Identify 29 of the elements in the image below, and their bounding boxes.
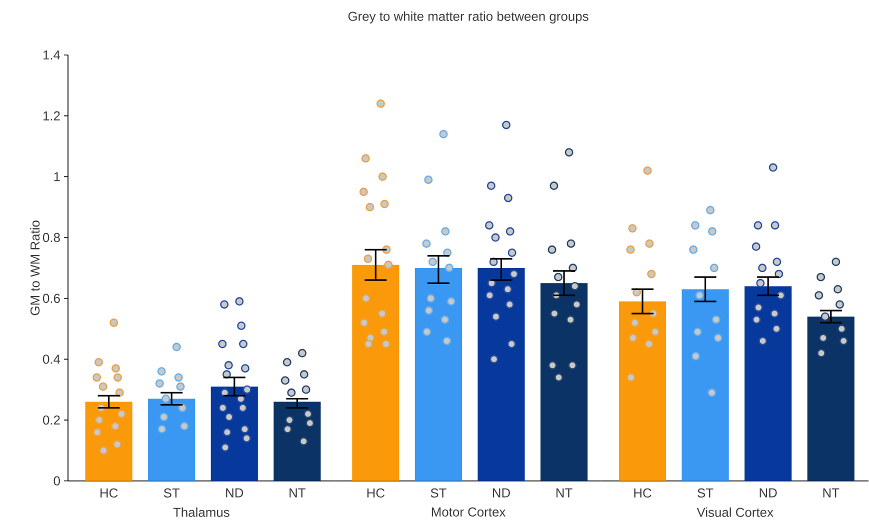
x-tick-label: HC <box>634 488 652 498</box>
bar <box>618 301 666 481</box>
bar <box>682 289 729 481</box>
y-tick-label: 0.8 <box>42 232 60 242</box>
y-tick-label: 1 <box>54 172 60 182</box>
bar <box>744 286 792 481</box>
x-tick-label: HC <box>100 488 118 498</box>
x-tick-label: ND <box>226 488 244 498</box>
y-tick-label: 1.4 <box>43 50 60 60</box>
x-tick-label: ND <box>760 488 777 498</box>
x-axis-title: Visual Cortex <box>696 507 774 517</box>
x-tick-label: ST <box>698 488 714 498</box>
y-tick-label: 1.2 <box>43 111 60 120</box>
x-axis-title: Motor Cortex <box>432 507 506 517</box>
y-tick-label: 0.4 <box>42 354 60 364</box>
x-tick-label: ND <box>492 488 510 498</box>
y-tick-label: 0.2 <box>42 416 60 425</box>
y-tick-label: 0 <box>54 476 60 486</box>
x-tick-label: NT <box>556 488 572 498</box>
y-tick-label: 0.6 <box>42 294 60 303</box>
x-tick-label: ST <box>430 488 446 498</box>
x-tick-label: ST <box>164 488 180 498</box>
bar <box>807 316 854 481</box>
x-tick-label: HC <box>367 488 385 498</box>
x-axis-title: Thalamus <box>173 507 230 517</box>
x-tick-label: NT <box>290 488 306 498</box>
y-axis-title: GM to WM Ratio <box>30 220 40 316</box>
x-tick-label: NT <box>823 488 840 498</box>
chart-title: Grey to white matter ratio between groups <box>348 11 588 24</box>
